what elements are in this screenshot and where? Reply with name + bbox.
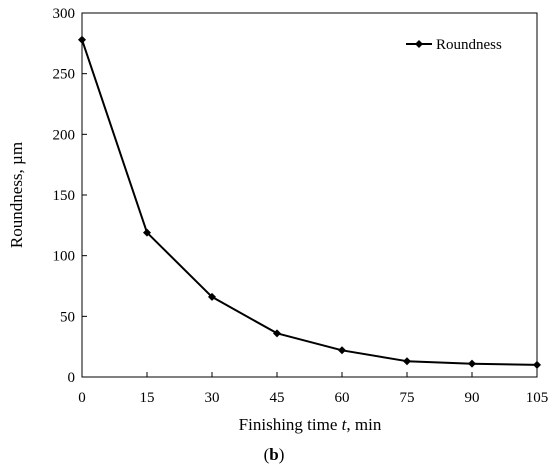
- y-tick-label: 300: [53, 6, 76, 22]
- y-tick-label: 250: [53, 67, 76, 83]
- y-tick-label: 200: [53, 127, 76, 143]
- legend: Roundness: [406, 37, 502, 53]
- caption-open: (: [264, 445, 270, 464]
- legend-label: Roundness: [436, 37, 502, 53]
- y-axis-title: Roundness, µm: [7, 142, 26, 248]
- x-tick-label: 60: [335, 390, 350, 406]
- y-tick-label: 150: [53, 188, 76, 204]
- series-line-roundness: [81, 39, 538, 366]
- data-point: [208, 292, 216, 301]
- x-axis-title-suffix: , min: [346, 415, 381, 434]
- data-point: [338, 346, 346, 355]
- series-layer: [78, 35, 541, 369]
- y-tick-label: 0: [68, 370, 76, 386]
- x-tick-label: 0: [78, 390, 86, 406]
- y-tick-label: 100: [53, 249, 76, 265]
- x-axis-ticks: 0 15 30 45 60 75 90 105: [78, 372, 548, 406]
- caption-letter: b: [269, 445, 278, 464]
- data-point: [273, 329, 281, 338]
- data-point: [143, 228, 151, 237]
- x-tick-label: 90: [465, 390, 480, 406]
- data-point: [533, 360, 541, 369]
- data-point: [468, 359, 476, 368]
- x-axis-title-var: t: [342, 415, 348, 434]
- x-tick-label: 30: [205, 390, 220, 406]
- x-tick-label: 45: [270, 390, 285, 406]
- x-axis-title-prefix: Finishing time: [239, 415, 342, 434]
- data-point: [403, 357, 411, 366]
- x-axis-title: Finishing time t, min: [239, 415, 382, 434]
- y-axis-ticks: 0 50 100 150 200 250 300: [53, 6, 87, 386]
- x-tick-label: 105: [526, 390, 549, 406]
- y-tick-label: 50: [60, 309, 75, 325]
- plot-area: [81, 12, 538, 378]
- data-point: [78, 35, 86, 44]
- legend-marker: [415, 40, 423, 48]
- caption-close: ): [279, 445, 285, 464]
- x-tick-label: 75: [400, 390, 415, 406]
- x-tick-label: 15: [140, 390, 155, 406]
- figure-caption: (b): [264, 445, 285, 464]
